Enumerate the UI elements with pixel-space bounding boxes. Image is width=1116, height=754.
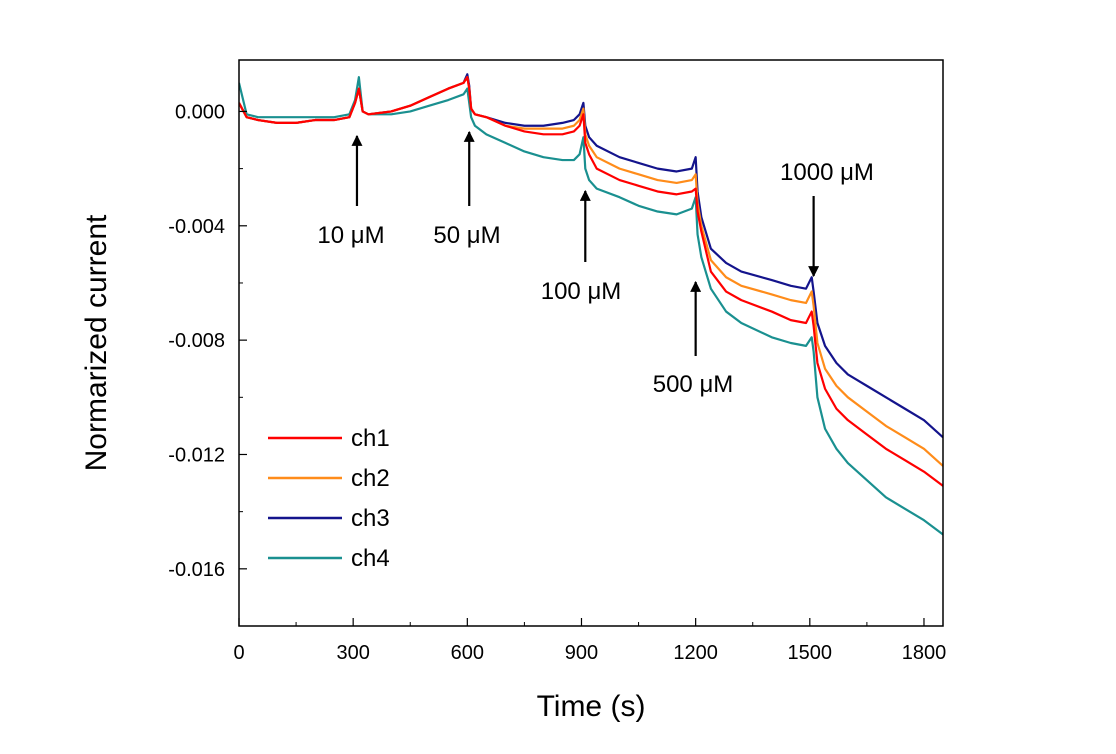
annotation-label: 50 μM bbox=[433, 222, 500, 249]
x-tick-label: 1500 bbox=[788, 642, 833, 664]
y-tick-label: 0.000 bbox=[175, 101, 225, 123]
y-tick-label: -0.008 bbox=[168, 330, 225, 352]
series-line-ch2 bbox=[239, 76, 943, 467]
x-tick-label: 300 bbox=[336, 642, 369, 664]
y-axis: 0.000 -0.004 -0.008 -0.012 -0.016 bbox=[168, 101, 247, 581]
legend-label-ch2: ch2 bbox=[351, 465, 390, 492]
y-tick-label: -0.004 bbox=[168, 216, 225, 238]
x-axis: 0 300 600 900 1200 1500 1800 bbox=[233, 618, 946, 664]
plot-frame bbox=[238, 59, 944, 627]
x-tick-label: 1800 bbox=[902, 642, 947, 664]
annotation-label: 500 μM bbox=[653, 371, 734, 398]
x-tick-label: 0 bbox=[233, 642, 244, 664]
annotation-label: 100 μM bbox=[541, 278, 622, 305]
y-axis-title: Normarized current bbox=[80, 214, 113, 471]
series-line-ch3 bbox=[239, 73, 943, 439]
annotation-label: 1000 μM bbox=[780, 159, 874, 186]
legend-label-ch1: ch1 bbox=[351, 425, 390, 452]
y-tick-label: -0.016 bbox=[168, 559, 225, 581]
x-axis-title: Time (s) bbox=[537, 690, 646, 723]
legend: ch1 ch2 ch3 ch4 bbox=[268, 425, 390, 572]
legend-label-ch3: ch3 bbox=[351, 505, 390, 532]
y-tick-label: -0.012 bbox=[168, 444, 225, 466]
series-layer bbox=[239, 73, 943, 536]
x-tick-label: 1200 bbox=[673, 642, 718, 664]
series-line-ch4 bbox=[239, 76, 943, 536]
series-line-ch1 bbox=[239, 76, 943, 487]
annotations: 10 μM 50 μM 100 μM 500 μM 1000 μM bbox=[317, 130, 874, 398]
x-tick-label: 900 bbox=[565, 642, 598, 664]
legend-label-ch4: ch4 bbox=[351, 545, 390, 572]
x-tick-label: 600 bbox=[451, 642, 484, 664]
annotation-label: 10 μM bbox=[317, 222, 384, 249]
